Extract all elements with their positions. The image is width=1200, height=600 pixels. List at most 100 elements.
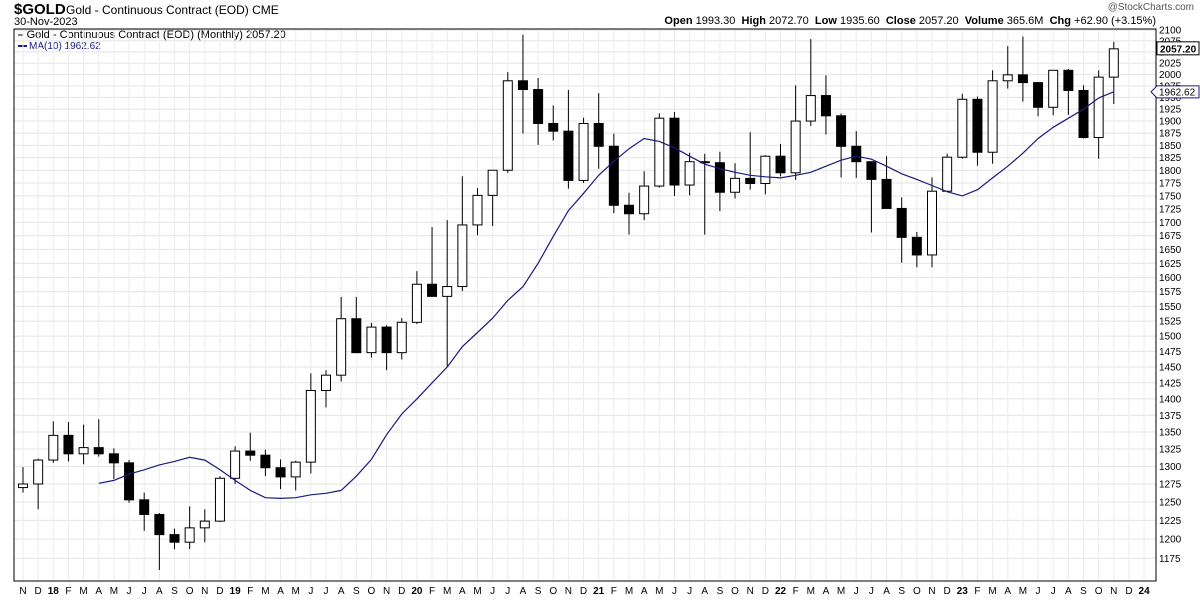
candle-body-up [487, 169, 498, 196]
stockcharts-watermark[interactable]: @StockCharts.com [1107, 2, 1194, 13]
candle-body-up [18, 483, 28, 489]
candle-body-down [427, 283, 438, 297]
x-tick-month-label: S [171, 586, 178, 597]
x-tick-month-label: O [913, 586, 921, 597]
y-tick-label: 1650 [1159, 245, 1182, 256]
candle-body-down [593, 122, 604, 147]
close-value: 2057.20 [918, 15, 959, 27]
chart-grid [14, 29, 1156, 581]
open-value: 1993.30 [695, 15, 736, 27]
candle-body-up [472, 194, 483, 226]
x-tick-month-label: D [944, 586, 951, 597]
candle-body-up [78, 447, 89, 455]
candle-body-down [820, 95, 831, 117]
y-tick-label: 1825 [1159, 153, 1182, 164]
candle-body-up [230, 450, 241, 479]
candle-body-up [1093, 76, 1104, 138]
y-tick-label: 1950 [1159, 93, 1182, 104]
x-tick-month-label: M [79, 586, 87, 597]
x-axis: N D 18 F M A M J J A S O N D 19 F M A M J J A S O N D 20 F M A M J J A S O N… [19, 586, 1150, 597]
candle-body-up [790, 120, 801, 174]
candle-body-up [957, 98, 968, 158]
x-tick-month-label: S [898, 586, 905, 597]
x-tick-month-label: J [1051, 586, 1056, 597]
candle-body-up [987, 80, 998, 153]
x-tick-year-label: 22 [775, 586, 787, 597]
low-value: 1935.60 [839, 15, 880, 27]
candle-body-down [351, 318, 362, 354]
x-tick-month-label: S [1080, 586, 1087, 597]
candle-body-down [911, 236, 922, 256]
y-tick-label: 1200 [1159, 535, 1182, 546]
volume-value: 365.6M [1006, 15, 1044, 27]
x-tick-month-label: J [505, 586, 510, 597]
candle-body-up [684, 161, 695, 186]
candle-body-up [760, 155, 771, 184]
y-tick-label: 1525 [1159, 317, 1182, 328]
x-tick-month-label: M [1019, 586, 1027, 597]
candle-body-down [93, 447, 104, 455]
last-ma-tag-label: 1962.62 [1159, 87, 1196, 98]
candle-body-down [381, 326, 392, 354]
x-tick-month-label: J [490, 586, 495, 597]
y-tick-label: 1625 [1159, 259, 1182, 270]
x-tick-month-label: M [292, 586, 300, 597]
candle-body-up [457, 224, 468, 288]
candle-body-up [305, 389, 316, 463]
x-tick-month-label: A [1065, 586, 1072, 597]
candles-group [18, 34, 1119, 570]
candle-body-up [1108, 48, 1119, 78]
x-tick-month-label: J [142, 586, 147, 597]
legend-price-swatch-icon: ⎯ [18, 29, 24, 41]
x-tick-month-label: A [641, 586, 648, 597]
x-tick-month-label: J [127, 586, 132, 597]
x-tick-year-label: 18 [48, 586, 60, 597]
x-tick-month-label: F [974, 586, 980, 597]
candle-body-down [624, 204, 634, 215]
x-tick-month-label: M [807, 586, 815, 597]
candle-body-down [851, 145, 862, 163]
x-tick-month-label: J [854, 586, 859, 597]
symbol-title: $GOLD [14, 1, 66, 18]
candle-body-up [214, 477, 225, 522]
x-tick-month-label: J [324, 586, 329, 597]
chg-value: +62.90 (+3.15%) [1074, 15, 1156, 27]
candle-body-up [927, 190, 937, 256]
x-tick-month-label: M [261, 586, 269, 597]
candle-body-down [108, 453, 119, 464]
x-tick-month-label: J [1036, 586, 1041, 597]
last-close-tag [1156, 41, 1200, 56]
y-tick-label: 1700 [1159, 218, 1182, 229]
y-tick-label: 1450 [1159, 362, 1182, 373]
candle-body-up [1002, 74, 1013, 82]
candle-body-down [836, 115, 847, 147]
candle-body-up [942, 156, 953, 192]
x-tick-month-label: A [701, 586, 708, 597]
high-value: 2072.70 [769, 15, 809, 27]
y-tick-label: 1250 [1159, 498, 1182, 509]
x-tick-month-label: M [625, 586, 633, 597]
x-tick-month-label: D [35, 586, 42, 597]
symbol-description: Gold - Continuous Contract (EOD) CME [66, 3, 279, 17]
y-axis: 1175 1200 1225 1250 1275 1300 1325 1350 1375 1400… [1159, 26, 1182, 565]
y-tick-label: 1275 [1159, 479, 1182, 490]
legend-ma-label: MA(10) 1962.62 [29, 41, 101, 52]
x-tick-month-label: M [473, 586, 481, 597]
candle-body-down [139, 499, 150, 515]
candle-body-up [411, 283, 422, 323]
x-tick-month-label: M [110, 586, 118, 597]
y-tick-label: 1300 [1159, 462, 1182, 473]
y-tick-label: 1425 [1159, 378, 1182, 389]
x-tick-month-label: O [549, 586, 557, 597]
candle-body-up [578, 122, 589, 181]
candle-body-down [881, 178, 892, 209]
y-tick-label: 1875 [1159, 129, 1182, 140]
x-tick-month-label: N [928, 586, 935, 597]
candle-body-down [775, 155, 786, 174]
x-tick-month-label: O [186, 586, 194, 597]
candle-body-down [275, 467, 286, 478]
x-tick-month-label: N [383, 586, 390, 597]
candle-body-up [366, 326, 377, 354]
candle-body-up [1048, 69, 1059, 108]
